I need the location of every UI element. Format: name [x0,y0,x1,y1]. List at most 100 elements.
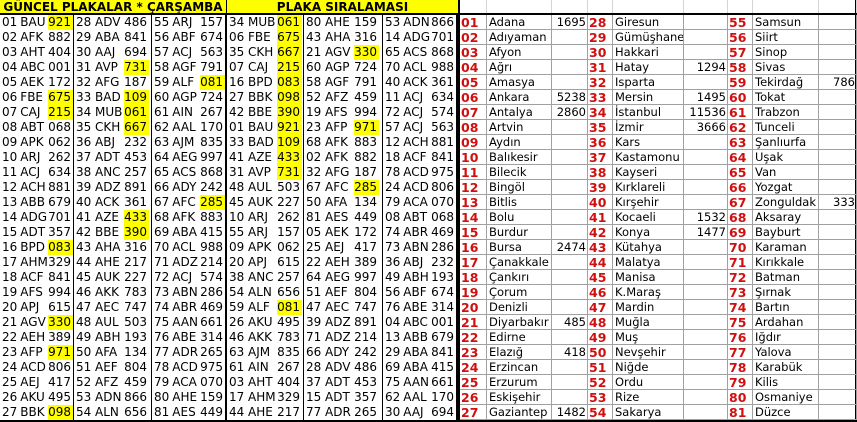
city-name[interactable]: Bursa [487,240,552,255]
city-count[interactable] [819,105,857,120]
plate-row[interactable]: 38 ANC 257 [227,270,303,285]
plate-row[interactable]: 08 ABT 068 [383,210,456,225]
city-name[interactable]: Tunceli [753,120,819,135]
plate-row[interactable]: 29 ABA 841 [74,30,151,45]
plate-row[interactable]: 66 ADY 242 [152,180,225,195]
plate-row[interactable]: 13 ABB 679 [0,195,73,210]
plate-row[interactable]: 74 ABR 469 [152,300,225,315]
city-code[interactable]: 40 [588,195,613,210]
city-code[interactable]: 33 [588,90,613,105]
city-name[interactable]: Bitlis [487,195,552,210]
plate-row[interactable]: 54 ALN 656 [227,285,303,300]
city-count[interactable]: 1532 [684,210,728,225]
city-count[interactable] [552,45,588,60]
plate-row[interactable]: 39 ADZ 891 [74,180,151,195]
city-name[interactable]: Batman [753,270,819,285]
plate-row[interactable]: 12 ACH 881 [0,180,73,195]
plate-row[interactable]: 59 ALF 081 [152,75,225,90]
city-count[interactable] [552,165,588,180]
plate-row[interactable]: 16 BPD 083 [0,240,73,255]
city-name[interactable]: Bingöl [487,180,552,195]
city-count[interactable]: 3666 [684,120,728,135]
city-code[interactable]: 75 [728,315,753,330]
city-name[interactable]: Burdur [487,225,552,240]
city-name[interactable]: Tekirdağ [753,75,819,90]
city-name[interactable]: Sakarya [613,405,684,420]
plate-row[interactable]: 77 ADR 265 [304,405,382,420]
city-name[interactable]: Malatya [613,255,684,270]
plate-row[interactable]: 51 AEF 804 [304,285,382,300]
plate-row[interactable]: 47 AEC 747 [74,300,151,315]
city-count[interactable] [684,240,728,255]
city-name[interactable]: Yalova [753,345,819,360]
city-count[interactable] [552,360,588,375]
city-count[interactable] [819,90,857,105]
plate-row[interactable]: 62 AAL 170 [152,120,225,135]
city-count[interactable] [684,330,728,345]
plate-row[interactable]: 24 ACD 806 [383,180,456,195]
plate-row[interactable]: 44 AHE 217 [227,405,303,420]
plate-row[interactable]: 67 AFC 285 [304,180,382,195]
plate-row[interactable]: 41 AZE 433 [227,150,303,165]
city-name[interactable]: Bolu [487,210,552,225]
city-count[interactable] [819,240,857,255]
city-name[interactable]: Manisa [613,270,684,285]
plate-row[interactable]: 72 ACJ 574 [383,105,456,120]
city-code[interactable]: 15 [460,225,487,240]
city-name[interactable]: Muş [613,330,684,345]
city-code[interactable]: 28 [588,15,613,30]
plate-row[interactable]: 58 AGF 791 [152,60,225,75]
city-code[interactable]: 59 [728,75,753,90]
plate-row[interactable]: 03 AHT 404 [0,45,73,60]
plate-row[interactable]: 31 AVP 731 [74,60,151,75]
city-code[interactable]: 63 [728,135,753,150]
plate-row[interactable]: 76 ABE 314 [383,300,456,315]
plate-row[interactable]: 79 ACA 070 [152,375,225,390]
city-count[interactable] [819,405,857,420]
city-code[interactable]: 73 [728,285,753,300]
city-count[interactable] [819,375,857,390]
city-code[interactable]: 23 [460,345,487,360]
plate-row[interactable]: 48 AUL 503 [227,180,303,195]
city-name[interactable]: Mersin [613,90,684,105]
city-count[interactable] [819,15,857,30]
city-name[interactable]: Kırşehir [613,195,684,210]
city-count[interactable] [552,150,588,165]
plate-row[interactable]: 15 ADT 357 [0,225,73,240]
plate-row[interactable]: 65 ACS 868 [383,45,456,60]
plate-row[interactable]: 35 CKH 667 [74,120,151,135]
city-code[interactable]: 24 [460,360,487,375]
city-code[interactable]: 06 [460,90,487,105]
city-name[interactable]: Bayburt [753,225,819,240]
city-code[interactable]: 07 [460,105,487,120]
plate-row[interactable]: 73 ABN 286 [383,240,456,255]
city-code[interactable]: 04 [460,60,487,75]
plate-row[interactable]: 12 ACH 881 [383,135,456,150]
plate-row[interactable]: 20 APJ 615 [0,300,73,315]
city-name[interactable]: Siirt [753,30,819,45]
plate-row[interactable]: 54 ALN 656 [74,405,151,420]
city-name[interactable]: Ağrı [487,60,552,75]
plate-row[interactable]: 09 APK 062 [227,240,303,255]
city-count[interactable] [819,60,857,75]
plate-row[interactable]: 69 ABA 415 [383,360,456,375]
city-count[interactable]: 1294 [684,60,728,75]
plate-row[interactable]: 62 AAL 170 [383,390,456,405]
plate-row[interactable]: 36 ABJ 232 [383,255,456,270]
plate-row[interactable]: 43 AHA 316 [304,30,382,45]
city-name[interactable]: Van [753,165,819,180]
city-count[interactable] [684,375,728,390]
city-count[interactable] [684,360,728,375]
plate-row[interactable]: 37 ADT 453 [304,375,382,390]
plate-row[interactable]: 74 ABR 469 [383,225,456,240]
city-code[interactable]: 60 [728,90,753,105]
plate-row[interactable]: 58 AGF 791 [304,75,382,90]
city-code[interactable]: 68 [728,210,753,225]
plate-row[interactable]: 39 ADZ 891 [304,315,382,330]
city-name[interactable]: Muğla [613,315,684,330]
city-code[interactable]: 22 [460,330,487,345]
city-count[interactable] [684,300,728,315]
city-name[interactable]: Eskişehir [487,390,552,405]
city-code[interactable]: 41 [588,210,613,225]
city-count[interactable] [684,15,728,30]
